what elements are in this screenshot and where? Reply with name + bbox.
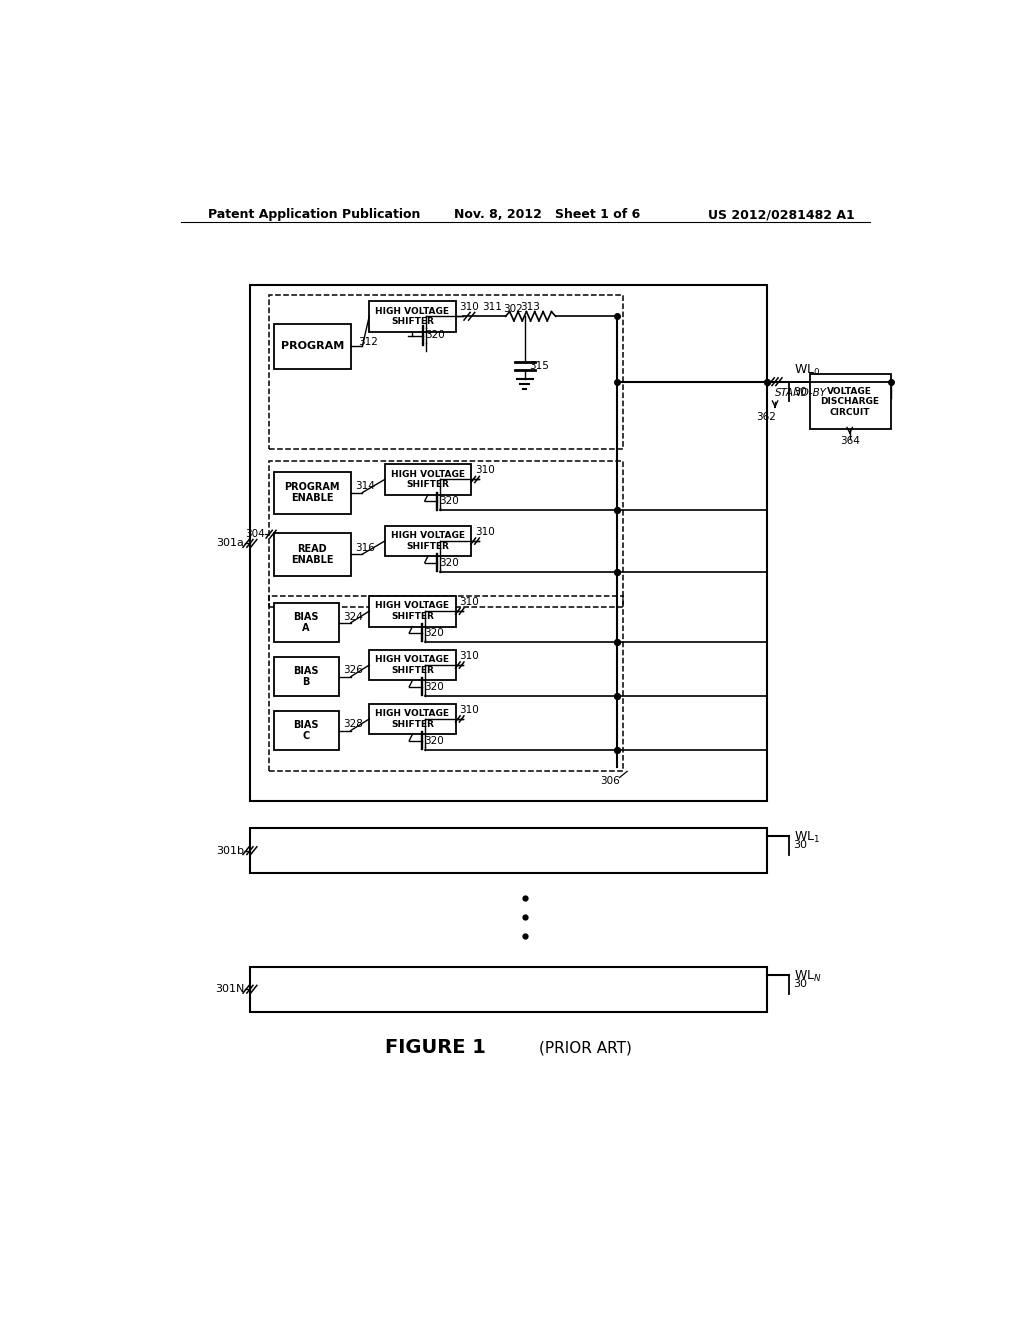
- Text: 328: 328: [343, 719, 364, 730]
- Text: 311: 311: [481, 302, 502, 312]
- Text: HIGH VOLTAGE
SHIFTER: HIGH VOLTAGE SHIFTER: [376, 602, 450, 620]
- Bar: [250, 829, 767, 873]
- Text: BIAS: BIAS: [293, 667, 318, 676]
- Text: 326: 326: [343, 665, 364, 676]
- Bar: [273, 323, 351, 368]
- Text: C: C: [302, 731, 309, 741]
- Text: 310: 310: [460, 302, 479, 312]
- Text: READ: READ: [297, 544, 327, 554]
- Text: 30: 30: [793, 841, 807, 850]
- Text: 320: 320: [426, 330, 445, 341]
- Text: STAND-BY: STAND-BY: [775, 388, 827, 399]
- Bar: [370, 649, 456, 681]
- Text: 320: 320: [424, 628, 443, 638]
- Text: 30: 30: [793, 387, 807, 397]
- Text: HIGH VOLTAGE
SHIFTER: HIGH VOLTAGE SHIFTER: [391, 532, 465, 550]
- Text: HIGH VOLTAGE
SHIFTER: HIGH VOLTAGE SHIFTER: [376, 709, 450, 729]
- Text: PROGRAM: PROGRAM: [281, 342, 344, 351]
- Text: 310: 310: [475, 465, 495, 475]
- Text: WL$_1$: WL$_1$: [795, 830, 820, 845]
- Text: 312: 312: [357, 337, 378, 347]
- Text: 306: 306: [600, 776, 620, 785]
- Bar: [273, 471, 351, 515]
- Bar: [273, 711, 339, 750]
- Text: VOLTAGE
DISCHARGE
CIRCUIT: VOLTAGE DISCHARGE CIRCUIT: [820, 387, 880, 417]
- Text: 301N: 301N: [215, 985, 245, 994]
- Text: 310: 310: [460, 597, 479, 607]
- Bar: [273, 657, 339, 696]
- Text: FIGURE 1: FIGURE 1: [385, 1039, 485, 1057]
- Text: 310: 310: [460, 651, 479, 661]
- Bar: [385, 525, 471, 557]
- Text: HIGH VOLTAGE
SHIFTER: HIGH VOLTAGE SHIFTER: [376, 655, 450, 675]
- Text: 320: 320: [439, 496, 459, 506]
- Text: 301a: 301a: [217, 539, 245, 548]
- Text: 310: 310: [460, 705, 479, 714]
- Text: 314: 314: [354, 482, 375, 491]
- Text: 310: 310: [475, 527, 495, 537]
- Text: 320: 320: [439, 557, 459, 568]
- Bar: [370, 595, 456, 627]
- Bar: [269, 595, 624, 771]
- Text: BIAS: BIAS: [293, 721, 318, 730]
- Text: 320: 320: [424, 735, 443, 746]
- Bar: [269, 296, 624, 449]
- Text: Nov. 8, 2012   Sheet 1 of 6: Nov. 8, 2012 Sheet 1 of 6: [454, 209, 640, 222]
- Bar: [810, 374, 891, 429]
- Text: ENABLE: ENABLE: [291, 492, 334, 503]
- Text: Patent Application Publication: Patent Application Publication: [208, 209, 420, 222]
- Bar: [370, 301, 456, 331]
- Text: BIAS: BIAS: [293, 612, 318, 622]
- Text: US 2012/0281482 A1: US 2012/0281482 A1: [708, 209, 854, 222]
- Text: 301b: 301b: [216, 846, 245, 855]
- Bar: [250, 285, 767, 801]
- Text: (PRIOR ART): (PRIOR ART): [539, 1040, 632, 1055]
- Text: 313: 313: [520, 302, 540, 312]
- Text: HIGH VOLTAGE
SHIFTER: HIGH VOLTAGE SHIFTER: [391, 470, 465, 490]
- Text: 324: 324: [343, 611, 364, 622]
- Bar: [385, 465, 471, 495]
- Bar: [370, 704, 456, 734]
- Bar: [273, 533, 351, 576]
- Text: A: A: [302, 623, 310, 634]
- Text: PROGRAM: PROGRAM: [285, 482, 340, 492]
- Text: 316: 316: [354, 543, 375, 553]
- Text: 302: 302: [504, 304, 523, 314]
- Text: ENABLE: ENABLE: [291, 554, 334, 565]
- Text: 304: 304: [246, 529, 265, 539]
- Bar: [250, 968, 767, 1011]
- Text: 362: 362: [756, 412, 776, 422]
- Text: 320: 320: [424, 681, 443, 692]
- Text: WL$_N$: WL$_N$: [795, 969, 822, 983]
- Text: 30: 30: [793, 979, 807, 989]
- Bar: [273, 603, 339, 642]
- Text: 315: 315: [528, 362, 549, 371]
- Text: 364: 364: [840, 436, 860, 446]
- Text: HIGH VOLTAGE
SHIFTER: HIGH VOLTAGE SHIFTER: [376, 306, 450, 326]
- Text: WL$_0$: WL$_0$: [795, 363, 821, 378]
- Text: B: B: [302, 677, 310, 686]
- Bar: [269, 461, 624, 607]
